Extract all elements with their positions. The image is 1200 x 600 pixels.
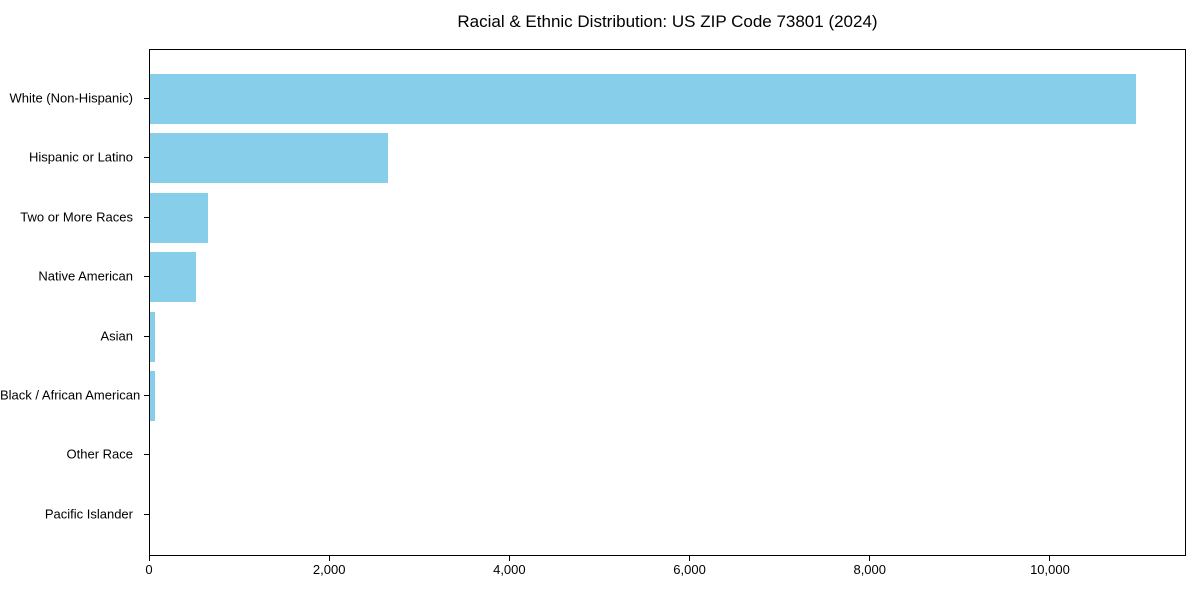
x-tick-mark <box>148 556 150 561</box>
x-tick-label: 2,000 <box>312 562 346 577</box>
y-label-two-or-more-races: Two or More Races <box>20 209 133 225</box>
x-tick-mark <box>689 556 691 561</box>
y-label-asian: Asian <box>100 328 133 344</box>
y-label-native-american: Native American <box>38 268 133 284</box>
x-tick-label: 4,000 <box>493 562 526 577</box>
bar-asian <box>150 311 155 362</box>
y-tick-mark <box>144 216 149 218</box>
y-axis: White (Non-Hispanic) Hispanic or Latino Tw… <box>0 49 141 556</box>
y-tick-mark <box>144 98 149 99</box>
x-tick-label: 8,000 <box>853 562 887 577</box>
y-tick-mark <box>144 454 149 456</box>
plot-area <box>149 49 1186 556</box>
x-tick-mark <box>328 556 330 561</box>
bar-native-american <box>150 252 196 303</box>
x-tick-mark <box>869 556 871 561</box>
x-tick-label: 6,000 <box>673 562 706 577</box>
x-tick-mark <box>508 556 510 561</box>
y-label-black-african-american: Black / African American <box>0 387 141 403</box>
x-tick-label: 10,000 <box>1030 562 1070 577</box>
y-label-hispanic-or-latino: Hispanic or Latino <box>28 149 133 165</box>
x-tick-mark <box>1049 556 1051 561</box>
bar-black-african-american <box>150 371 156 421</box>
y-tick-mark <box>144 513 149 515</box>
y-tick-mark <box>144 276 149 278</box>
y-tick-mark <box>144 395 149 396</box>
y-label-white-non-hispanic: White (Non-Hispanic) <box>9 90 133 106</box>
y-tick-mark <box>144 157 149 159</box>
chart-title: Racial & Ethnic Distribution: US ZIP Cod… <box>457 12 878 31</box>
x-tick-label: 0 <box>145 562 153 577</box>
y-label-other-race: Other Race <box>66 446 133 462</box>
bar-white-non-hispanic <box>150 74 1136 124</box>
y-tick-mark <box>144 335 149 337</box>
bar-hispanic-or-latino <box>150 133 389 184</box>
y-label-pacific-islander: Pacific Islander <box>44 506 133 522</box>
bar-two-or-more-races <box>150 192 209 243</box>
